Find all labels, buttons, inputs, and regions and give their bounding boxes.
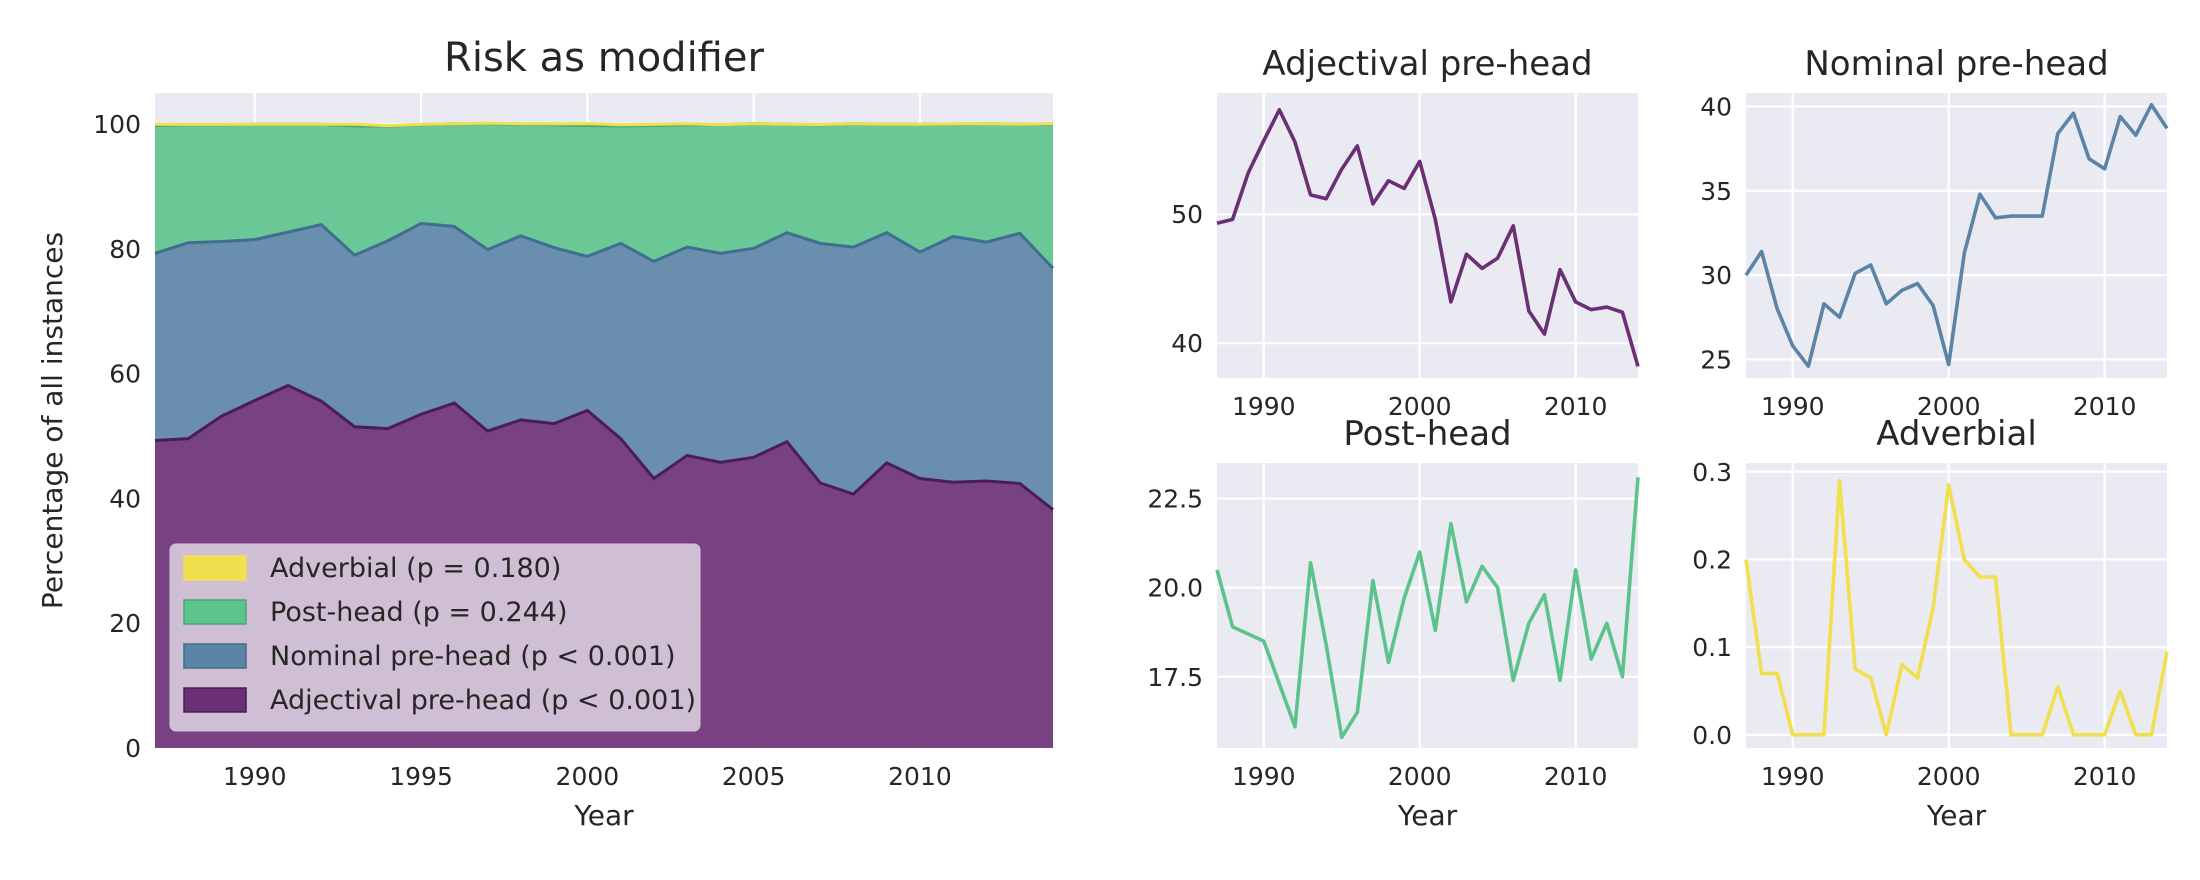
post-head-line-chart: 1990 2000 2010 17.5 20.0 22.5 Post-head Year bbox=[1147, 414, 1640, 832]
series-line bbox=[1744, 103, 2169, 368]
series-line bbox=[1744, 478, 2169, 737]
y-tick-label: 100 bbox=[93, 110, 141, 139]
legend-label: Nominal pre-head (p < 0.001) bbox=[270, 641, 676, 672]
x-tick-label: 2010 bbox=[2073, 392, 2137, 421]
y-tick-label: 40 bbox=[109, 484, 141, 513]
chart-title: Nominal pre-head bbox=[1804, 44, 2108, 84]
x-tick-label: 1990 bbox=[1232, 762, 1296, 791]
y-tick-label: 20.0 bbox=[1147, 574, 1203, 603]
y-tick-label: 25 bbox=[1700, 345, 1732, 374]
y-axis-label: Percentage of all instances bbox=[36, 232, 69, 609]
x-tick-label: 2000 bbox=[1917, 762, 1981, 791]
x-axis-label: Year bbox=[573, 799, 634, 832]
y-tick-label: 0.2 bbox=[1692, 545, 1732, 574]
plot-background bbox=[1217, 93, 1638, 378]
y-tick-label: 40 bbox=[1171, 329, 1203, 358]
y-tick-label: 17.5 bbox=[1147, 663, 1203, 692]
area-edge-adjectival-pre-head bbox=[154, 383, 1054, 511]
y-tick-label: 30 bbox=[1700, 261, 1732, 290]
y-tick-label: 20 bbox=[109, 609, 141, 638]
legend-swatch bbox=[183, 555, 247, 581]
chart-title: Post-head bbox=[1343, 414, 1511, 454]
area-nominal-pre-head bbox=[155, 223, 1053, 510]
chart-title: Adjectival pre-head bbox=[1262, 44, 1592, 84]
x-axis-label: Year bbox=[1926, 799, 1987, 832]
x-tick-label: 1990 bbox=[1761, 392, 1825, 421]
series-line bbox=[1215, 477, 1640, 740]
series-line bbox=[1216, 107, 1640, 367]
adjectival-line-chart: 1990 2000 2010 40 50 Adjectival pre-head bbox=[1171, 44, 1640, 421]
y-tick-label: 50 bbox=[1171, 200, 1203, 229]
x-tick-label: 1990 bbox=[1232, 392, 1296, 421]
x-tick-label: 1990 bbox=[1761, 762, 1825, 791]
legend-swatch bbox=[183, 599, 247, 625]
main-stacked-area-chart: 1990 1995 2000 2005 2010 0 20 40 60 80 100 Risk as … bbox=[36, 35, 1055, 832]
legend: Adverbial (p = 0.180) Post-head (p = 0.24… bbox=[169, 543, 701, 732]
y-tick-label: 40 bbox=[1700, 92, 1732, 121]
legend-label: Adverbial (p = 0.180) bbox=[270, 553, 561, 584]
y-tick-label: 60 bbox=[109, 360, 141, 389]
nominal-line-chart: 1990 2000 2010 25 30 35 40 Nominal pre-head bbox=[1700, 44, 2169, 421]
legend-swatch bbox=[183, 687, 247, 713]
y-tick-label: 80 bbox=[109, 235, 141, 264]
area-edge-adverbial bbox=[154, 121, 1054, 128]
x-tick-label: 2005 bbox=[722, 762, 786, 791]
plot-background bbox=[1746, 463, 2167, 748]
y-tick-label: 0.1 bbox=[1692, 633, 1732, 662]
y-tick-label: 0.0 bbox=[1692, 721, 1732, 750]
chart-title: Adverbial bbox=[1876, 414, 2037, 454]
area-edge-nominal-pre-head bbox=[154, 221, 1055, 270]
x-tick-label: 2010 bbox=[1544, 392, 1608, 421]
x-tick-label: 2000 bbox=[1917, 392, 1981, 421]
x-tick-label: 2010 bbox=[888, 762, 952, 791]
x-tick-label: 1995 bbox=[389, 762, 453, 791]
x-tick-label: 2000 bbox=[1388, 392, 1452, 421]
x-tick-label: 2000 bbox=[556, 762, 620, 791]
legend-box bbox=[169, 543, 701, 732]
x-axis-label: Year bbox=[1397, 799, 1458, 832]
x-tick-label: 2010 bbox=[2073, 762, 2137, 791]
chart-title: Risk as modifier bbox=[444, 35, 764, 81]
y-tick-label: 22.5 bbox=[1147, 485, 1203, 514]
y-tick-label: 0.3 bbox=[1692, 458, 1732, 487]
x-tick-label: 2000 bbox=[1388, 762, 1452, 791]
adverbial-line-chart: 1990 2000 2010 0.0 0.1 0.2 0.3 Adverbial Year bbox=[1692, 414, 2169, 832]
y-tick-label: 0 bbox=[125, 734, 141, 763]
legend-swatch bbox=[183, 643, 247, 669]
y-tick-label: 35 bbox=[1700, 177, 1732, 206]
area-post-head bbox=[155, 123, 1053, 269]
x-tick-label: 2010 bbox=[1544, 762, 1608, 791]
x-tick-label: 1990 bbox=[223, 762, 287, 791]
legend-label: Adjectival pre-head (p < 0.001) bbox=[270, 685, 696, 716]
legend-label: Post-head (p = 0.244) bbox=[270, 597, 568, 628]
